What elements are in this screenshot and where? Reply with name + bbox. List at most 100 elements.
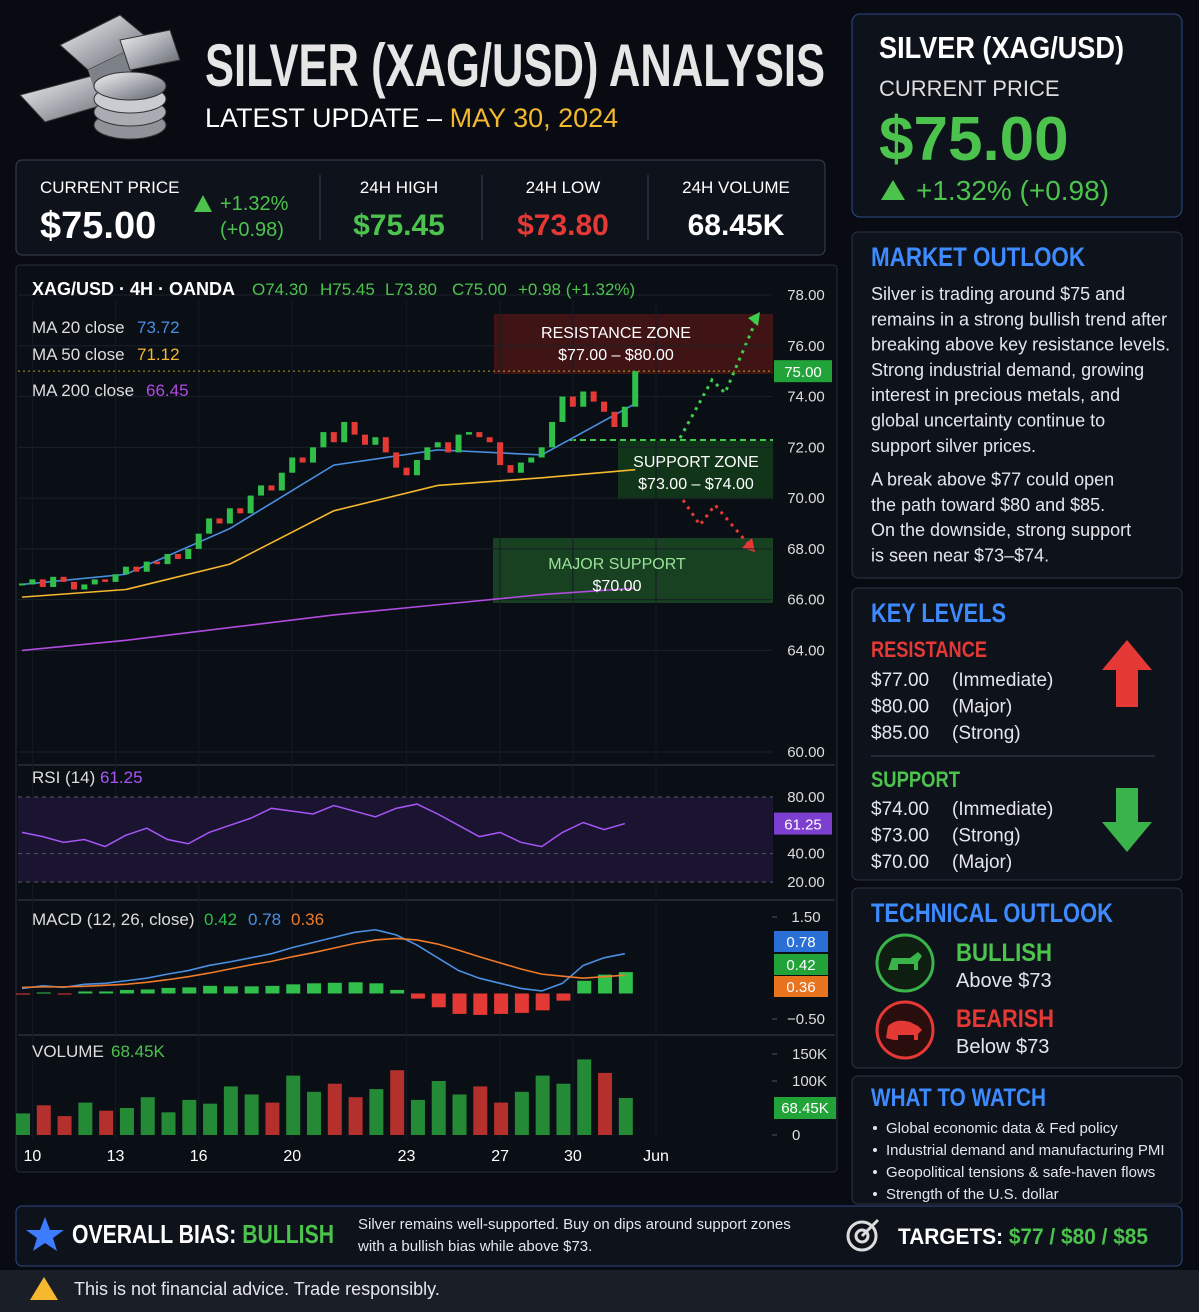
candle (143, 561, 150, 572)
up-triangle (881, 180, 905, 200)
label: 68.45K (111, 1042, 166, 1061)
label: BEARISH (956, 1005, 1054, 1033)
paragraphs: breaking above key resistance levels. (871, 335, 1170, 355)
macd-bar (182, 987, 197, 994)
volume-tag (774, 1097, 836, 1119)
label: RESISTANCE ZONE (541, 325, 691, 342)
candle (237, 508, 244, 514)
label: MAJOR SUPPORT (548, 556, 686, 573)
note: (Major) (952, 697, 1012, 718)
text-line: TARGETS: $77 / $80 / $85 (898, 1224, 1148, 1249)
price: $73.00 (871, 826, 929, 847)
volume-bar (203, 1103, 218, 1135)
candle (154, 561, 161, 565)
label: OVERALL BIAS: (72, 1219, 242, 1249)
paragraphs: global uncertainty continue to (871, 411, 1105, 431)
candle (351, 421, 358, 435)
macd-bar (99, 991, 114, 994)
title: TECHNICAL OUTLOOK (871, 898, 1113, 928)
items: Strength of the U.S. dollar (886, 1186, 1059, 1203)
macd-bar (265, 985, 280, 994)
items: Geopolitical tensions & safe-haven flows (886, 1164, 1155, 1181)
text-line: LATEST UPDATE – MAY 30, 2024 (205, 103, 618, 133)
down-arrow (1102, 788, 1152, 852)
bull-arrowhead (748, 312, 760, 326)
text-line: OVERALL BIAS: BULLISH (72, 1219, 334, 1249)
label: 60.00 (787, 744, 825, 761)
bullet (873, 1148, 877, 1152)
high: $75.45 (353, 209, 445, 242)
change: +0.98 (+1.32%) (518, 280, 635, 299)
volume-bar (307, 1091, 322, 1135)
update-label: LATEST UPDATE – (205, 103, 450, 133)
candle (455, 434, 462, 453)
ma-line (21, 468, 636, 598)
label: SUPPORT ZONE (633, 454, 759, 471)
rsi-tag (774, 812, 832, 835)
low-label: 24H LOW (526, 178, 601, 197)
title: WHAT TO WATCH (871, 1084, 1046, 1112)
ma-line (21, 587, 636, 652)
label: 10 (23, 1148, 41, 1165)
candle (393, 452, 400, 468)
label: 13 (107, 1148, 125, 1165)
label: 75.00 (784, 364, 822, 381)
macd-bar (410, 993, 425, 999)
macd-bar (431, 993, 446, 1008)
candle (330, 432, 337, 443)
outlook-card (851, 231, 1183, 579)
candle (486, 437, 493, 443)
note: (Major) (952, 852, 1012, 873)
macd-bar (119, 989, 134, 994)
ohlc: L73.80 (385, 280, 437, 299)
price-card (851, 13, 1183, 218)
change: +1.32% (+0.98) (916, 175, 1109, 206)
volume-bar (327, 1083, 342, 1135)
volume-bar (265, 1102, 280, 1135)
candle (445, 442, 452, 453)
candle (226, 508, 233, 524)
macd-bar (369, 983, 384, 994)
label: −0.50 (787, 1011, 825, 1028)
candle (29, 579, 36, 585)
volume-bar (140, 1097, 155, 1135)
label: 100K (792, 1073, 827, 1090)
title: RSI (14) (32, 768, 95, 787)
macd-bar (286, 984, 301, 994)
label: 40.00 (787, 846, 825, 863)
label: 78.00 (787, 287, 825, 304)
text: Silver remains well-supported. Buy on di… (358, 1216, 791, 1233)
macd-tag (774, 954, 828, 975)
signal-line (21, 937, 625, 989)
candle (216, 518, 223, 524)
volume-bar (223, 1086, 238, 1135)
candle (289, 457, 296, 473)
macd-bar (390, 989, 405, 994)
bear-shape (886, 1020, 922, 1040)
volume-bar (78, 1102, 93, 1135)
label: 76.00 (787, 338, 825, 355)
label: BULLISH (956, 939, 1052, 967)
macd-bar (140, 989, 155, 994)
candle (569, 396, 576, 407)
volume-bar (36, 1105, 51, 1135)
macd-bar (307, 983, 322, 994)
dividers (18, 175, 1155, 1036)
candle (247, 495, 254, 514)
candle (590, 391, 597, 402)
range: $70.00 (593, 578, 642, 595)
macd-bar (598, 974, 613, 994)
current: $75.00 (40, 205, 156, 247)
volume-bar (182, 1099, 197, 1135)
volume: 68.45K (688, 209, 785, 242)
star-icon (26, 1217, 64, 1251)
candle (413, 460, 420, 476)
candle (102, 579, 109, 582)
macd-tag (774, 976, 828, 997)
volume-bar (514, 1091, 529, 1135)
volume-bar (431, 1081, 446, 1135)
paragraphs: Strong industrial demand, growing (871, 360, 1144, 380)
candle (268, 485, 275, 491)
candle (60, 576, 67, 582)
